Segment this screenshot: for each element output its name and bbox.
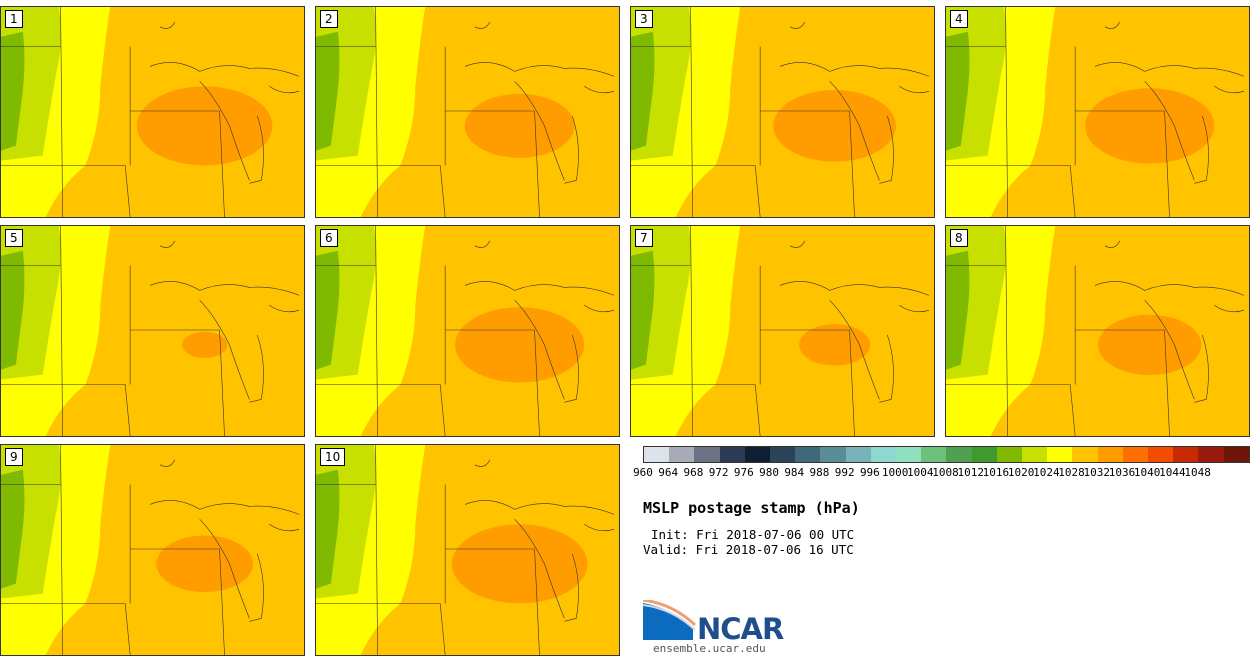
panel-number: 3 (635, 10, 653, 28)
colorbar-swatch (996, 447, 1023, 462)
stamp-panel-3: 3 (630, 6, 935, 218)
colorbar-tick-label: 1000 (881, 466, 909, 479)
colorbar-swatch (644, 447, 670, 462)
colorbar-swatch (921, 447, 947, 462)
colorbar-swatch (1122, 447, 1149, 462)
panel-number: 6 (320, 229, 338, 247)
stamp-panel-10: 10 (315, 444, 620, 656)
chart-title: MSLP postage stamp (hPa) (643, 499, 860, 517)
colorbar-ticks: 960 964 968 972 976 980 984 988 992 996 1000 1004 10… (633, 466, 1255, 480)
stamp-panel-1: 1 (0, 6, 305, 218)
colorbar-tick-label: 976 (733, 466, 754, 479)
colorbar-tick-label: 1012 (957, 466, 984, 479)
colorbar-tick-label: 1048 (1184, 466, 1211, 479)
colorbar-swatch (896, 447, 922, 462)
colorbar-tick-label: 1044 (1159, 466, 1186, 479)
colorbar-swatch (1148, 447, 1174, 462)
stamp-panel-5: 5 (0, 225, 305, 437)
colorbar-tick-label: 1036 (1108, 466, 1136, 479)
colorbar-swatch (820, 447, 846, 462)
colorbar-tick-label: 968 (683, 466, 704, 479)
colorbar-tick-label: 1024 (1033, 466, 1060, 479)
colorbar-tick-label: 1040 (1133, 466, 1161, 479)
colorbar-swatch (1047, 447, 1073, 462)
panel-number: 1 (5, 10, 23, 28)
colorbar-swatch (694, 447, 720, 462)
colorbar-swatch (669, 447, 695, 462)
logo-text: NCAR (697, 612, 784, 646)
colorbar-tick-label: 980 (759, 466, 779, 479)
stamp-panel-4: 4 (945, 6, 1250, 218)
colorbar-tick-label: 1004 (907, 466, 934, 479)
colorbar-tick-label: 996 (859, 466, 880, 479)
colorbar-swatch (795, 447, 821, 462)
colorbar-swatch (770, 447, 796, 462)
colorbar-tick-label: 972 (708, 466, 729, 479)
stamp-panel-6: 6 (315, 225, 620, 437)
valid-time: Valid: Fri 2018-07-06 16 UTC (643, 542, 854, 557)
panel-number: 7 (635, 229, 653, 247)
colorbar-tick-label: 992 (834, 466, 855, 479)
colorbar-tick-label: 984 (784, 466, 805, 479)
colorbar-tick-label: 1008 (932, 466, 959, 479)
colorbar-tick-label: 1016 (982, 466, 1010, 479)
panel-number: 5 (5, 229, 23, 247)
panel-number: 2 (320, 10, 338, 28)
colorbar-swatch (971, 447, 997, 462)
panel-number: 9 (5, 448, 23, 466)
stamp-panel-2: 2 (315, 6, 620, 218)
colorbar-swatch (1097, 447, 1123, 462)
colorbar-swatch (1022, 447, 1048, 462)
colorbar-tick-label: 1032 (1083, 466, 1111, 479)
colorbar-tick-label: 1020 (1007, 466, 1035, 479)
site-url: ensemble.ucar.edu (653, 642, 766, 655)
init-time: Init: Fri 2018-07-06 00 UTC (651, 527, 855, 542)
colorbar-tick-label: 960 (633, 466, 653, 479)
colorbar-swatch (719, 447, 745, 462)
colorbar-swatch (1173, 447, 1199, 462)
stamp-panel-9: 9 (0, 444, 305, 656)
ncar-logo-icon (643, 600, 697, 640)
colorbar-swatch (870, 447, 897, 462)
stamp-panel-7: 7 (630, 225, 935, 437)
colorbar-tick-label: 988 (809, 466, 830, 479)
stamp-panel-8: 8 (945, 225, 1250, 437)
colorbar-tick-label: 964 (658, 466, 679, 479)
colorbar-swatch (946, 447, 972, 462)
colorbar-swatch (744, 447, 771, 462)
colorbar-swatch (1072, 447, 1098, 462)
panel-number: 8 (950, 229, 968, 247)
colorbar-swatch (1223, 447, 1249, 462)
colorbar (643, 446, 1250, 463)
colorbar-swatch (1198, 447, 1224, 462)
colorbar-tick-label: 1028 (1058, 466, 1085, 479)
colorbar-swatch (845, 447, 871, 462)
panel-number: 4 (950, 10, 968, 28)
panel-number: 10 (320, 448, 346, 466)
